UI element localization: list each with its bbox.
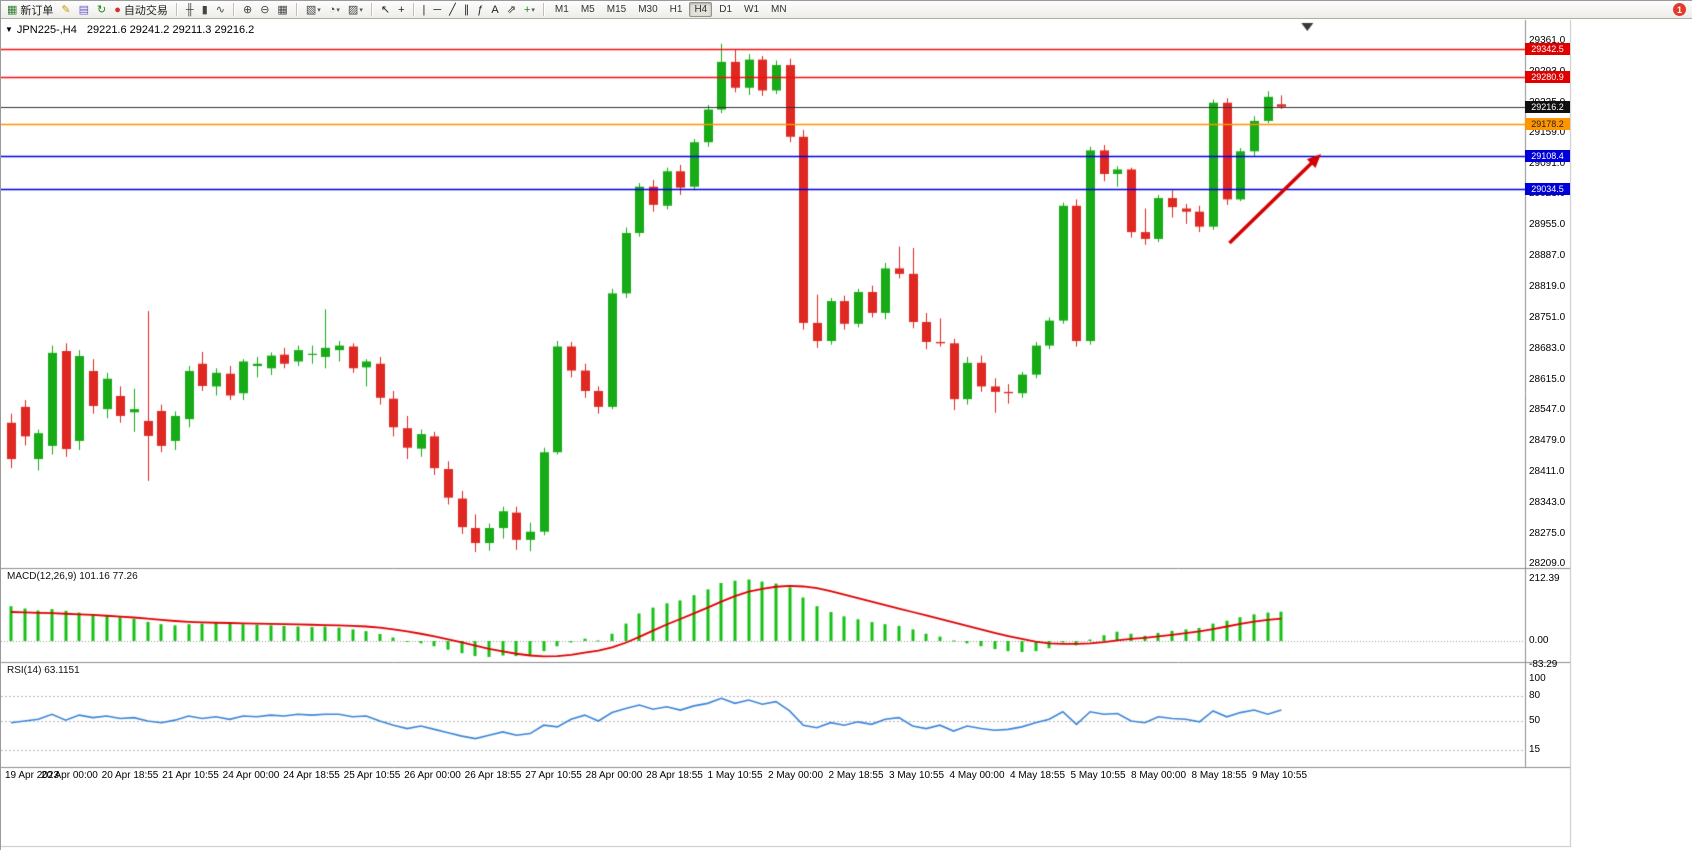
indicators-icon: +	[523, 3, 531, 16]
line-chart-icon: ∿	[215, 3, 225, 16]
new-chart-icon[interactable]: ▧ ▾	[303, 2, 324, 18]
market-watch-icon[interactable]: ▤	[76, 2, 92, 18]
toolbar-divider	[232, 3, 235, 16]
toolbar-divider	[370, 3, 373, 16]
fibonacci-icon: ƒ	[477, 3, 484, 16]
periods-icon[interactable]: ◔ ▾	[326, 2, 343, 18]
text-icon[interactable]: A	[488, 2, 501, 18]
metaeditor-icon: ✎	[61, 3, 71, 16]
new-order-button[interactable]: ▦ 新订单	[4, 2, 56, 18]
new-chart-icon: ▧	[305, 3, 317, 16]
toolbar-divider	[295, 3, 298, 16]
timeframe-button-d1[interactable]: D1	[719, 4, 733, 15]
fibonacci-icon[interactable]: ƒ	[474, 2, 486, 18]
templates-icon[interactable]: ▨ ▾	[345, 2, 366, 18]
bar-chart-icon[interactable]: ╫	[183, 2, 197, 18]
timeframe-button-h1[interactable]: H1	[669, 4, 683, 15]
equidistant-channel-icon[interactable]: ∥	[461, 2, 473, 18]
arrows-icon[interactable]: ⇗	[504, 2, 519, 18]
bar-chart-icon: ╫	[185, 3, 194, 16]
refresh-icon[interactable]: ↻	[94, 2, 109, 18]
trendline-icon: ╱	[449, 3, 456, 16]
tile-windows-icon: ▦	[277, 3, 288, 16]
zoom-in-icon: ⊕	[242, 3, 253, 16]
horizontal-line-icon: ─	[433, 3, 442, 16]
timeframe-button-m30[interactable]: M30	[638, 4, 658, 15]
dropdown-arrow-icon: ▾	[336, 6, 340, 14]
toolbar-items: ▦ 新订单 ✎ ▤ ↻ ● 自动交易 ╫ ▮ ∿ ⊕ ⊖ ▦ ▧ ▾ ◔ ▾ ▨ ▾ ↖ + | ─ ╱ ∥ ƒ A ⇗ + ▾ M1 M5 M…	[3, 2, 1691, 18]
crosshair-icon[interactable]: +	[395, 2, 407, 18]
text-icon: A	[491, 3, 499, 16]
vertical-line-icon: |	[422, 3, 426, 16]
zoom-in-icon[interactable]: ⊕	[240, 2, 255, 18]
timeframe-button-m15[interactable]: M15	[606, 4, 627, 15]
market-watch-icon: ▤	[78, 3, 90, 16]
crosshair-icon: +	[398, 3, 405, 16]
toolbar-divider	[412, 3, 415, 16]
timeframe-button-w1[interactable]: W1	[744, 4, 760, 15]
refresh-icon: ↻	[97, 3, 107, 16]
timeframe-button-m5[interactable]: M5	[580, 4, 595, 15]
cursor-icon[interactable]: ↖	[378, 2, 393, 18]
line-chart-icon[interactable]: ∿	[213, 2, 228, 18]
horizontal-line-icon[interactable]: ─	[430, 2, 444, 18]
notification-badge[interactable]: 1	[1673, 3, 1686, 16]
auto-trading-button[interactable]: ● 自动交易	[111, 2, 171, 18]
equidistant-channel-icon: ∥	[463, 3, 470, 16]
candlestick-chart-icon[interactable]: ▮	[199, 2, 211, 18]
auto-trading-icon: ●	[114, 3, 121, 16]
auto-trading-label: 自动交易	[123, 4, 168, 17]
candlestick-chart-icon: ▮	[201, 3, 208, 16]
periods-icon: ◔	[328, 3, 336, 16]
new-order-icon: ▦	[7, 3, 18, 16]
templates-icon: ▨	[347, 3, 359, 16]
cursor-icon: ↖	[380, 3, 391, 16]
dropdown-arrow-icon: ▾	[359, 6, 363, 14]
toolbar-divider	[542, 3, 545, 16]
arrows-icon: ⇗	[506, 3, 516, 16]
toolbar: ▦ 新订单 ✎ ▤ ↻ ● 自动交易 ╫ ▮ ∿ ⊕ ⊖ ▦ ▧ ▾ ◔ ▾ ▨ ▾ ↖ + | ─ ╱ ∥ ƒ A ⇗ + ▾ M1 M5 M…	[1, 1, 1692, 19]
indicators-icon[interactable]: + ▾	[521, 2, 538, 18]
vertical-line-icon[interactable]: |	[420, 2, 429, 18]
dropdown-arrow-icon: ▾	[317, 6, 321, 14]
metaeditor-icon[interactable]: ✎	[58, 2, 73, 18]
timeframe-button-m1[interactable]: M1	[554, 4, 569, 15]
zoom-out-icon[interactable]: ⊖	[257, 2, 272, 18]
dropdown-arrow-icon: ▾	[531, 6, 535, 14]
timeframe-button-mn[interactable]: MN	[771, 4, 787, 15]
tile-windows-icon[interactable]: ▦	[274, 2, 290, 18]
new-order-label: 新订单	[20, 4, 54, 17]
trendline-icon[interactable]: ╱	[446, 2, 459, 18]
toolbar-divider	[175, 3, 178, 16]
zoom-out-icon: ⊖	[260, 3, 270, 16]
timeframe-button-h4[interactable]: H4	[689, 2, 713, 17]
